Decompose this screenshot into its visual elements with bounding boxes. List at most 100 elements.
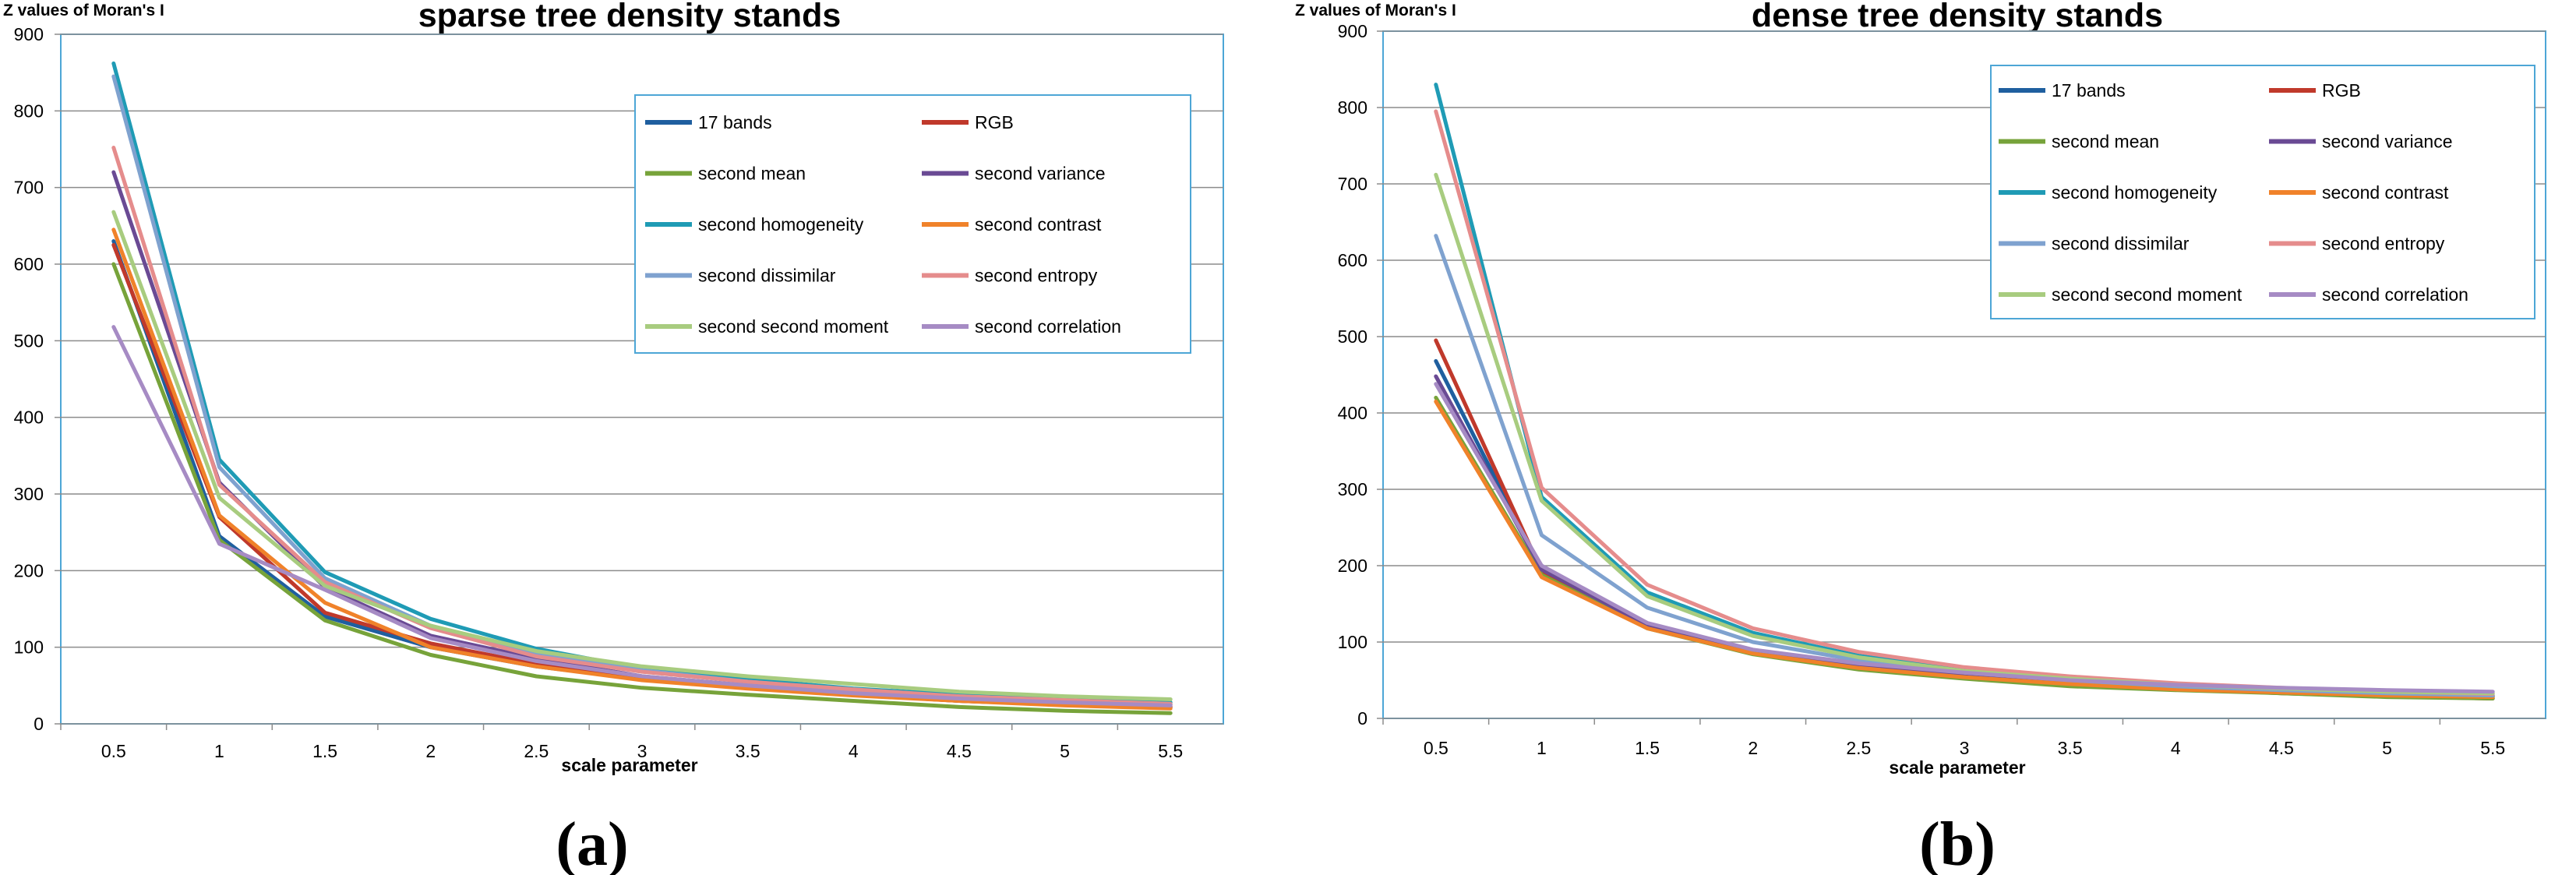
- legend-item: second correlation: [2269, 284, 2468, 305]
- chart-b-panel-label: (b): [1919, 810, 1996, 875]
- y-tick-label: 700: [14, 178, 44, 198]
- legend-label: second second moment: [698, 316, 889, 337]
- legend-label: second homogeneity: [2052, 182, 2218, 203]
- x-tick-label: 5.5: [2480, 738, 2505, 758]
- series-line-second-mean: [111, 262, 1173, 715]
- legend-label: second second moment: [2052, 284, 2243, 305]
- chart-a-y-ticks: 0 100 200 300 400 500 600 700 800 900: [14, 24, 44, 734]
- chart-b-y-axis-label: Z values of Moran's I: [1295, 2, 1456, 19]
- legend-item: second dissimilar: [1999, 234, 2190, 254]
- y-tick-label: 900: [1338, 21, 1367, 41]
- legend-item: second correlation: [922, 316, 1121, 337]
- x-tick-label: 2.5: [1846, 738, 1871, 758]
- chart-a: Z values of Moran's I sparse tree densit…: [3, 0, 1224, 875]
- legend-label: second entropy: [975, 266, 1098, 286]
- y-tick-label: 700: [1338, 174, 1367, 194]
- legend-item: second variance: [2269, 132, 2453, 152]
- chart-a-series: [111, 61, 1173, 715]
- x-tick-label: 5.5: [1158, 741, 1183, 761]
- y-tick-label: 200: [14, 560, 44, 580]
- x-tick-label: 3.5: [2058, 738, 2083, 758]
- series-line-second-correlation: [111, 325, 1173, 707]
- legend-label: second mean: [698, 164, 806, 184]
- x-tick-label: 1.5: [1635, 738, 1660, 758]
- chart-b-gridlines: [1377, 30, 2546, 719]
- y-tick-label: 500: [14, 330, 44, 351]
- chart-b-x-ticks: 0.5 1 1.5 2 2.5 3 3.5 4 4.5 5 5.5: [1382, 718, 2505, 758]
- legend-item: second homogeneity: [645, 214, 864, 235]
- chart-b: Z values of Moran's I dense tree density…: [1295, 0, 2546, 875]
- legend-item: second contrast: [922, 214, 1102, 235]
- legend-label: 17 bands: [2052, 80, 2126, 101]
- x-tick-label: 2.5: [524, 741, 549, 761]
- x-tick-label: 3.5: [736, 741, 760, 761]
- x-tick-label: 0.5: [1424, 738, 1449, 758]
- legend-item: second entropy: [2269, 234, 2445, 254]
- y-tick-label: 600: [14, 254, 44, 274]
- chart-a-y-axis-label: Z values of Moran's I: [3, 2, 164, 19]
- legend-label: second entropy: [2322, 234, 2445, 254]
- x-tick-label: 1: [214, 741, 224, 761]
- y-tick-label: 400: [1338, 403, 1367, 423]
- x-tick-label: 4.5: [2269, 738, 2294, 758]
- x-tick-label: 5: [1060, 741, 1070, 761]
- legend-item: second homogeneity: [1999, 182, 2218, 203]
- legend-label: second contrast: [2322, 182, 2449, 203]
- series-line-second-correlation: [1434, 382, 2495, 694]
- legend-item: 17 bands: [645, 112, 772, 132]
- series-line-second-entropy: [111, 146, 1173, 706]
- legend-item: second dissimilar: [645, 266, 836, 286]
- series-line-second-second-moment: [111, 210, 1173, 701]
- legend-label: RGB: [975, 112, 1014, 132]
- x-tick-label: 0.5: [101, 741, 126, 761]
- x-tick-label: 4: [849, 741, 859, 761]
- chart-a-title: sparse tree density stands: [418, 0, 842, 34]
- legend-item: RGB: [922, 112, 1014, 132]
- chart-b-y-ticks: 0 100 200 300 400 500 600 700 800 900: [1338, 21, 1367, 729]
- legend-label: 17 bands: [698, 112, 772, 132]
- chart-a-x-ticks: 0.5 1 1.5 2 2.5 3 3.5 4 4.5 5 5.5: [60, 724, 1183, 761]
- y-tick-label: 300: [1338, 479, 1367, 499]
- y-tick-label: 500: [1338, 326, 1367, 347]
- y-tick-label: 0: [1357, 708, 1367, 729]
- x-tick-label: 1: [1537, 738, 1547, 758]
- legend-label: second variance: [975, 164, 1106, 184]
- legend-item: second variance: [922, 164, 1106, 184]
- legend-item: second mean: [1999, 132, 2159, 152]
- legend-label: second mean: [2052, 132, 2159, 152]
- x-tick-label: 4: [2171, 738, 2181, 758]
- y-tick-label: 900: [14, 24, 44, 44]
- legend-label: second homogeneity: [698, 214, 864, 235]
- legend-item: 17 bands: [1999, 80, 2126, 101]
- y-tick-label: 0: [34, 714, 44, 734]
- chart-b-legend: 17 bands RGB second mean second variance sec…: [1990, 65, 2535, 319]
- legend-item: RGB: [2269, 80, 2361, 101]
- x-tick-label: 2: [1748, 738, 1758, 758]
- chart-b-title: dense tree density stands: [1752, 0, 2163, 34]
- legend-item: second second moment: [1999, 284, 2243, 305]
- y-tick-label: 200: [1338, 556, 1367, 576]
- x-tick-label: 5: [2382, 738, 2392, 758]
- y-tick-label: 600: [1338, 250, 1367, 270]
- chart-b-x-axis-label: scale parameter: [1889, 757, 2025, 778]
- legend-label: second dissimilar: [2052, 234, 2190, 254]
- legend-label: second contrast: [975, 214, 1102, 235]
- chart-a-panel-label: (a): [556, 810, 628, 875]
- x-tick-label: 1.5: [312, 741, 337, 761]
- legend-item: second contrast: [2269, 182, 2449, 203]
- y-tick-label: 300: [14, 484, 44, 504]
- series-line-second-contrast: [1434, 399, 2495, 700]
- legend-item: second mean: [645, 164, 806, 184]
- legend-label: RGB: [2322, 80, 2361, 101]
- legend-item: second entropy: [922, 266, 1098, 286]
- x-tick-label: 4.5: [947, 741, 972, 761]
- chart-a-gridlines: [55, 34, 1223, 725]
- y-tick-label: 800: [1338, 97, 1367, 118]
- y-tick-label: 100: [1338, 632, 1367, 652]
- legend-label: second correlation: [975, 316, 1121, 337]
- chart-b-series: [1434, 83, 2495, 700]
- y-tick-label: 800: [14, 101, 44, 121]
- legend-item: second second moment: [645, 316, 889, 337]
- y-tick-label: 400: [14, 408, 44, 428]
